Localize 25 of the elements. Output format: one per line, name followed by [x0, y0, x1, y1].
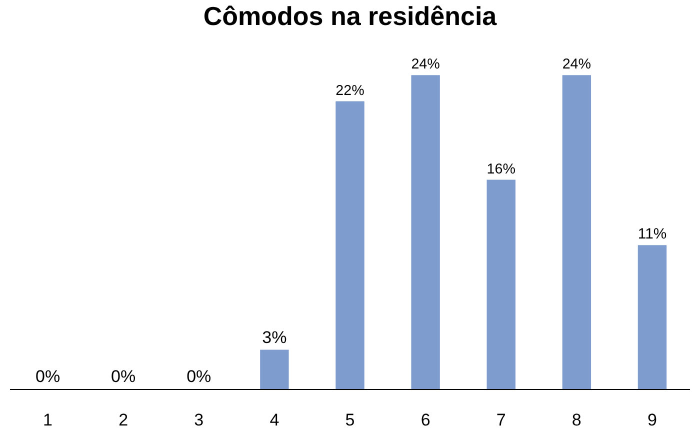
data-label: 22%	[336, 82, 365, 99]
x-tick-label: 7	[496, 410, 506, 430]
x-tick-label: 3	[194, 410, 204, 430]
x-tick-label: 8	[572, 410, 582, 430]
x-tick-label: 5	[345, 410, 355, 430]
bar	[486, 180, 516, 389]
chart-title: Cômodos na residência	[203, 0, 498, 31]
data-label: 3%	[262, 328, 287, 347]
x-tick-label: 9	[647, 410, 657, 430]
data-label: 0%	[35, 367, 60, 386]
data-label: 24%	[411, 56, 440, 73]
bar	[336, 101, 364, 389]
data-label: 11%	[638, 226, 667, 243]
x-tick-label: 6	[420, 410, 430, 430]
data-label: 0%	[186, 367, 212, 386]
bar	[411, 75, 440, 389]
bar	[562, 75, 592, 389]
bar	[638, 245, 667, 389]
bar	[260, 350, 289, 389]
x-tick-label: 1	[43, 410, 53, 430]
x-tick-label: 4	[270, 410, 280, 430]
x-tick-label: 2	[118, 410, 128, 430]
data-label: 16%	[486, 161, 516, 178]
data-label: 24%	[562, 56, 592, 73]
data-label: 0%	[111, 367, 136, 386]
